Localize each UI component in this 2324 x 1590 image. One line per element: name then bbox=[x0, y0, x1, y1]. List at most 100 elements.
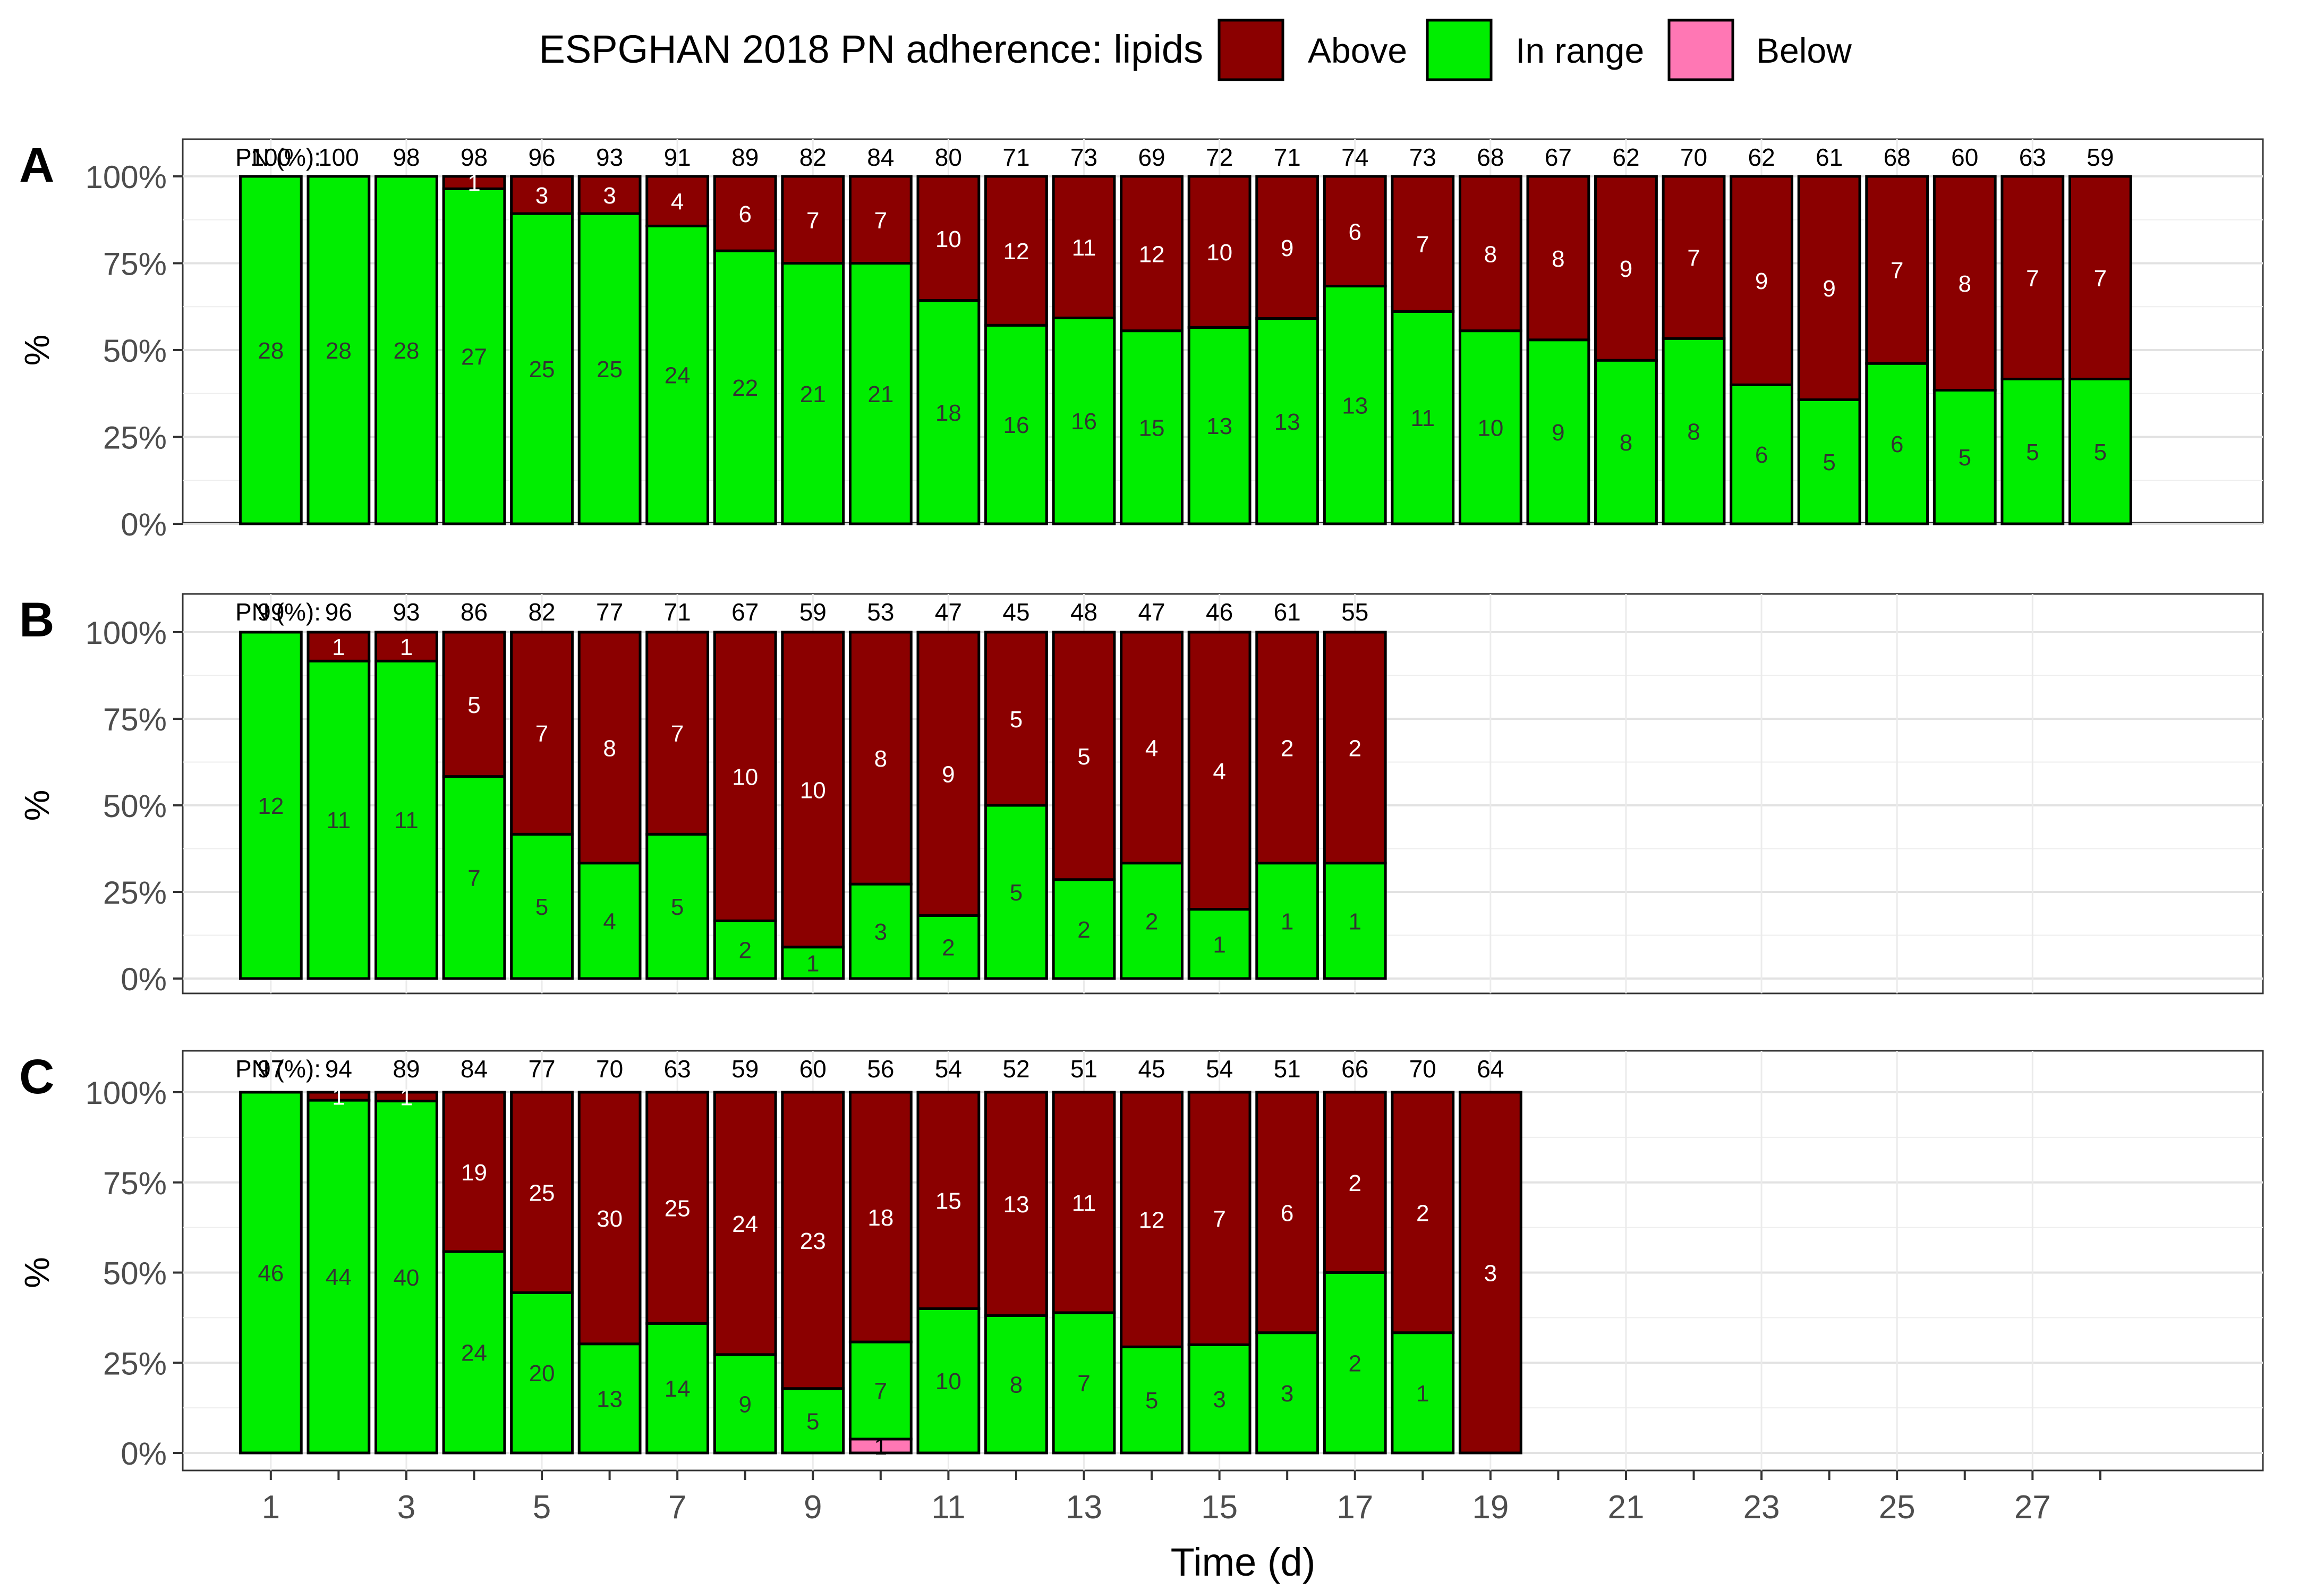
bar-label-above: 4 bbox=[1145, 735, 1158, 761]
pn-value: 60 bbox=[1951, 143, 1978, 171]
bar-in-range bbox=[239, 1091, 303, 1455]
bar-in-range bbox=[1865, 362, 1929, 525]
pn-value: 98 bbox=[393, 143, 420, 171]
pn-value: 93 bbox=[596, 143, 623, 171]
pn-value: 96 bbox=[325, 598, 352, 626]
bar-label-above: 19 bbox=[461, 1160, 487, 1186]
pn-value: 100 bbox=[318, 143, 359, 171]
bar-label-above: 15 bbox=[935, 1188, 961, 1214]
bar-label-in-range: 11 bbox=[1410, 405, 1435, 431]
pn-value: 59 bbox=[731, 1055, 759, 1083]
bar-label-in-range: 1 bbox=[1281, 908, 1293, 934]
pn-value: 64 bbox=[1477, 1055, 1504, 1083]
pn-value: 45 bbox=[1002, 598, 1029, 626]
bar-label-in-range: 2 bbox=[942, 935, 955, 961]
bar-in-range bbox=[374, 175, 438, 525]
x-tick-label: 21 bbox=[1607, 1489, 1644, 1526]
bar-label-above: 1 bbox=[332, 1084, 345, 1110]
bar-above bbox=[1526, 175, 1590, 342]
bar-above bbox=[442, 631, 506, 778]
bar-label-above: 23 bbox=[800, 1228, 826, 1254]
bar-label-in-range: 15 bbox=[1139, 415, 1165, 441]
pn-row-label: PN (%): bbox=[235, 143, 321, 171]
bar-in-range bbox=[510, 212, 574, 525]
bar-label-above: 12 bbox=[1139, 241, 1165, 267]
bar-label-in-range: 3 bbox=[1213, 1387, 1225, 1413]
y-tick-label: 100% bbox=[86, 615, 167, 651]
bar-label-above: 7 bbox=[874, 208, 887, 234]
pn-value: 66 bbox=[1341, 1055, 1368, 1083]
x-tick-label: 25 bbox=[1879, 1489, 1916, 1526]
bar-above bbox=[510, 1091, 574, 1294]
panel-b: 0%25%50%75%100%B%PN (%):9912961119311186… bbox=[17, 593, 2264, 997]
pn-value: 70 bbox=[1409, 1055, 1436, 1083]
bar-label-in-range: 25 bbox=[529, 356, 555, 382]
bar-label-above: 4 bbox=[1213, 759, 1225, 785]
bar-in-range bbox=[2068, 378, 2132, 525]
pn-value: 91 bbox=[664, 143, 691, 171]
bar-label-above: 7 bbox=[671, 721, 684, 747]
bar-label-above: 6 bbox=[1281, 1200, 1293, 1226]
y-axis-label: % bbox=[17, 1257, 56, 1288]
bar-label-above: 1 bbox=[400, 1084, 413, 1110]
bar-label-in-range: 3 bbox=[874, 919, 887, 945]
bar-label-above: 12 bbox=[1139, 1208, 1165, 1234]
bar-label-above: 7 bbox=[535, 721, 548, 747]
bar-above bbox=[1391, 1091, 1455, 1334]
x-tick-label: 13 bbox=[1066, 1489, 1102, 1526]
bar-in-range bbox=[848, 1340, 913, 1441]
bar-above bbox=[1255, 175, 1320, 320]
bar-in-range bbox=[1391, 1331, 1455, 1455]
bar-in-range bbox=[1120, 862, 1184, 980]
bar-label-in-range: 6 bbox=[1891, 431, 1903, 457]
bar-above bbox=[916, 631, 981, 917]
legend-label-above: Above bbox=[1308, 31, 1407, 70]
bar-label-in-range: 9 bbox=[738, 1391, 751, 1417]
bar-in-range bbox=[1594, 359, 1658, 525]
bar-label-in-range: 5 bbox=[2026, 439, 2039, 465]
bar-in-range bbox=[1458, 329, 1522, 525]
panel-letter-b: B bbox=[19, 593, 54, 647]
bar-label-in-range: 20 bbox=[529, 1361, 555, 1387]
bar-above bbox=[781, 175, 845, 265]
pn-value: 84 bbox=[461, 1055, 488, 1083]
bar-label-in-range: 10 bbox=[935, 1368, 961, 1395]
x-tick-label: 9 bbox=[804, 1489, 822, 1526]
bar-label-in-range: 28 bbox=[393, 338, 419, 364]
bar-above bbox=[1730, 175, 1793, 386]
pn-value: 74 bbox=[1341, 143, 1368, 171]
x-tick-label: 7 bbox=[668, 1489, 686, 1526]
bar-label-in-range: 1 bbox=[1348, 908, 1361, 934]
bar-label-in-range: 22 bbox=[732, 375, 758, 401]
bar-label-in-range: 7 bbox=[874, 1378, 887, 1404]
y-tick-label: 75% bbox=[103, 246, 167, 282]
pn-value: 100 bbox=[250, 143, 291, 171]
bar-in-range bbox=[307, 659, 371, 980]
bar-above bbox=[713, 175, 777, 252]
bar-label-above: 5 bbox=[1077, 744, 1090, 770]
bar-label-above: 7 bbox=[806, 208, 819, 234]
bar-label-in-range: 6 bbox=[1755, 442, 1768, 468]
bar-label-above: 25 bbox=[665, 1196, 691, 1222]
bar-above bbox=[1255, 1091, 1320, 1334]
bar-above bbox=[984, 1091, 1048, 1317]
bar-above bbox=[848, 1091, 913, 1344]
panels: 0%25%50%75%100%A%PN (%):1002810028982898… bbox=[17, 138, 2264, 1472]
bar-label-above: 10 bbox=[800, 777, 826, 803]
bar-above bbox=[916, 175, 981, 302]
bar-label-in-range: 2 bbox=[1077, 917, 1090, 943]
pn-value: 61 bbox=[1816, 143, 1843, 171]
pn-value: 82 bbox=[799, 143, 827, 171]
bar-in-range bbox=[1052, 878, 1116, 980]
x-tick-label: 23 bbox=[1743, 1489, 1780, 1526]
bar-label-above: 11 bbox=[1072, 235, 1096, 261]
y-tick-label: 75% bbox=[103, 1166, 167, 1201]
bar-label-in-range: 2 bbox=[1145, 908, 1158, 934]
pn-value: 93 bbox=[393, 598, 420, 626]
bar-above bbox=[442, 1091, 506, 1253]
bar-above bbox=[1797, 175, 1861, 401]
bar-above bbox=[1865, 175, 1929, 365]
bar-label-in-range: 10 bbox=[1477, 415, 1503, 441]
legend-label-below: Below bbox=[1756, 31, 1852, 70]
